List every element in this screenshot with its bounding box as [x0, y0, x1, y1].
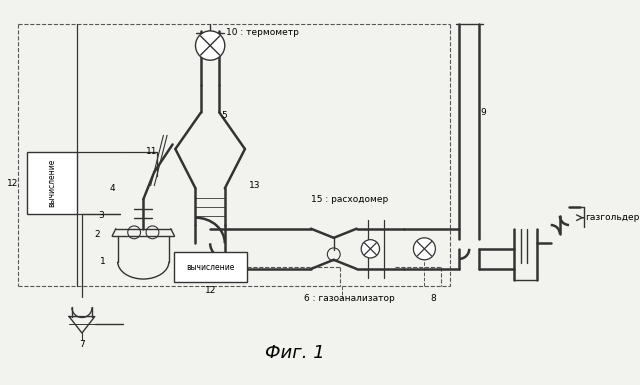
Text: 11: 11 — [146, 147, 157, 156]
Text: 12: 12 — [6, 179, 18, 188]
Bar — [27, 152, 77, 214]
Circle shape — [361, 239, 380, 258]
Text: 9: 9 — [480, 108, 486, 117]
Circle shape — [413, 238, 435, 260]
Text: вычисление: вычисление — [186, 263, 234, 272]
Text: 4: 4 — [109, 184, 115, 193]
Text: 3: 3 — [99, 211, 104, 220]
Text: 10 : термометр: 10 : термометр — [226, 28, 299, 37]
Text: 15 : расходомер: 15 : расходомер — [311, 195, 388, 204]
Circle shape — [195, 31, 225, 60]
Text: 1: 1 — [100, 257, 106, 266]
Text: газгольдер: газгольдер — [586, 213, 640, 222]
Text: 6 : газоанализатор: 6 : газоанализатор — [303, 294, 394, 303]
Text: вычисление: вычисление — [48, 159, 57, 207]
Text: 2: 2 — [95, 230, 100, 239]
Text: 13: 13 — [248, 181, 260, 190]
Text: 12: 12 — [204, 286, 216, 295]
Text: 7: 7 — [79, 340, 85, 348]
Bar — [173, 253, 247, 282]
Text: Фиг. 1: Фиг. 1 — [264, 344, 324, 362]
Text: 8: 8 — [430, 294, 436, 303]
Text: 5: 5 — [221, 110, 227, 120]
